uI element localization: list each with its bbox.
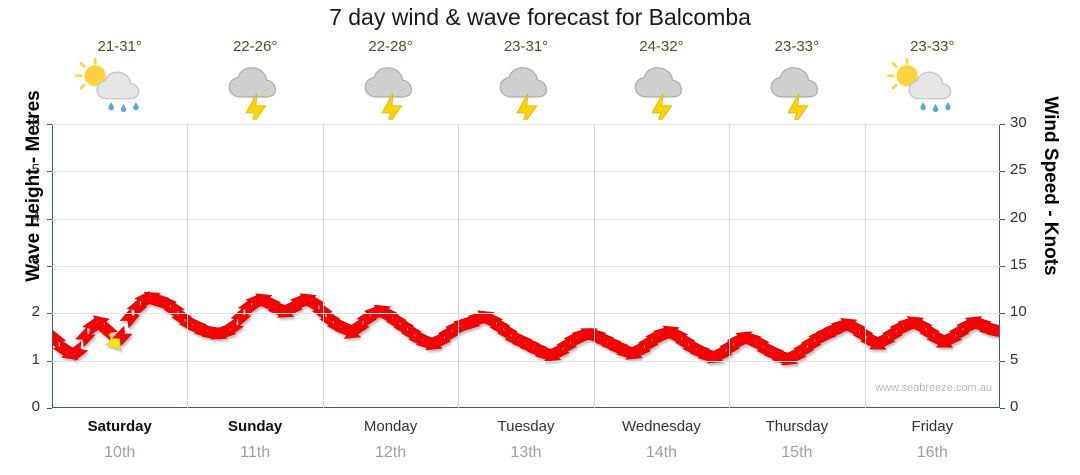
y-tick-label-right: 5 (1010, 351, 1019, 368)
y-tick-mark-left (47, 124, 52, 125)
y-tick-mark-right (1000, 124, 1005, 125)
y-tick-mark-right (1000, 171, 1005, 172)
y-tick-label-left: 2 (31, 303, 40, 320)
y-tick-label-left: 5 (31, 161, 40, 178)
wind-barb (986, 322, 1000, 338)
gridline (52, 219, 1000, 220)
daily-temperature-range: 23-33° (774, 38, 820, 55)
wind-series (52, 291, 1000, 366)
weather-icon-cloud-thunder (323, 58, 459, 120)
x-axis-day-name: Friday (911, 418, 954, 435)
weather-icon-cloud-thunder (458, 58, 594, 120)
gridline (52, 361, 1000, 362)
gridline (52, 266, 1000, 267)
wind-barb (97, 320, 118, 341)
daily-temperature-range: 24-32° (639, 38, 684, 55)
y-tick-label-right: 15 (1010, 256, 1027, 273)
daily-temperature-range: 23-33° (910, 38, 955, 55)
x-axis-day-name: Monday (363, 418, 418, 435)
x-axis-day-date: 16th (916, 444, 948, 461)
x-axis-day-name: Thursday (765, 418, 829, 435)
y-tick-label-left: 1 (31, 351, 40, 368)
y-tick-mark-right (1000, 219, 1005, 220)
x-axis-day-date: 15th (781, 444, 813, 461)
y-tick-mark-right (1000, 361, 1005, 362)
x-axis-day-name: Tuesday (497, 418, 555, 435)
day-separator (323, 124, 324, 408)
x-axis-day-name: Sunday (228, 418, 283, 435)
page-title: 7 day wind & wave forecast for Balcomba (329, 4, 751, 30)
x-axis-day-date: 12th (374, 444, 407, 461)
x-axis-day-date: 14th (645, 444, 677, 461)
y-tick-label-left: 6 (31, 114, 40, 131)
day-separator (187, 124, 188, 408)
y-tick-label-right: 0 (1010, 398, 1019, 415)
x-axis-day-date: 13th (510, 444, 542, 461)
y-tick-mark-right (1000, 408, 1005, 409)
x-axis-day-date: 11th (240, 444, 271, 461)
weather-icon-cloud-thunder (729, 58, 865, 120)
x-axis-day-name: Saturday (87, 418, 152, 435)
gridline (52, 313, 1000, 314)
weather-icon-sun-cloud-rain (864, 58, 1000, 120)
y-axis-label-left: Wave Height - Metres (23, 90, 44, 282)
daily-temperature-range: 21-31° (97, 38, 142, 55)
y-tick-label-left: 0 (31, 398, 40, 415)
daily-summary-row: 21-31° 22-26° 22-28° 23-31° 24-32° 23-33° 23-3… (52, 38, 1000, 120)
gridline (52, 124, 1000, 125)
watermark: www.seabreeze.com.au (875, 382, 992, 394)
x-axis-day-date: 10th (104, 444, 136, 461)
y-tick-mark-right (1000, 313, 1005, 314)
daily-temperature-range: 22-28° (368, 38, 413, 55)
y-tick-mark-left (47, 313, 52, 314)
day-separator (729, 124, 730, 408)
gridline (52, 171, 1000, 172)
x-axis-day-labels: Saturday 10th Sunday 11th Monday 12th Tuesday 1… (52, 418, 1000, 470)
y-axis-label-right: Wind Speed - Knots (1040, 96, 1061, 276)
y-tick-label-right: 30 (1010, 114, 1027, 131)
y-tick-label-right: 25 (1010, 161, 1027, 178)
y-tick-mark-left (47, 408, 52, 409)
wind-barb (67, 341, 89, 362)
daily-temperature-range: 22-26° (232, 38, 278, 55)
y-tick-label-left: 3 (31, 256, 40, 273)
y-tick-mark-left (47, 219, 52, 220)
y-tick-mark-left (47, 361, 52, 362)
weather-icon-sun-cloud-rain (52, 58, 188, 120)
y-tick-label-left: 4 (31, 209, 40, 226)
y-tick-mark-left (47, 171, 52, 172)
y-tick-label-right: 10 (1010, 303, 1027, 320)
wind-barb (112, 325, 133, 347)
y-tick-label-right: 20 (1010, 209, 1027, 226)
weather-icon-cloud-thunder (187, 58, 323, 120)
y-tick-mark-right (1000, 266, 1005, 267)
weather-icon-cloud-thunder (593, 58, 729, 120)
x-axis-day-name: Wednesday (621, 418, 701, 435)
day-separator (594, 124, 595, 408)
day-separator (865, 124, 866, 408)
daily-temperature-range: 23-31° (503, 38, 549, 55)
y-tick-mark-left (47, 266, 52, 267)
day-separator (458, 124, 459, 408)
plot-area: www.seabreeze.com.au (52, 124, 1000, 408)
